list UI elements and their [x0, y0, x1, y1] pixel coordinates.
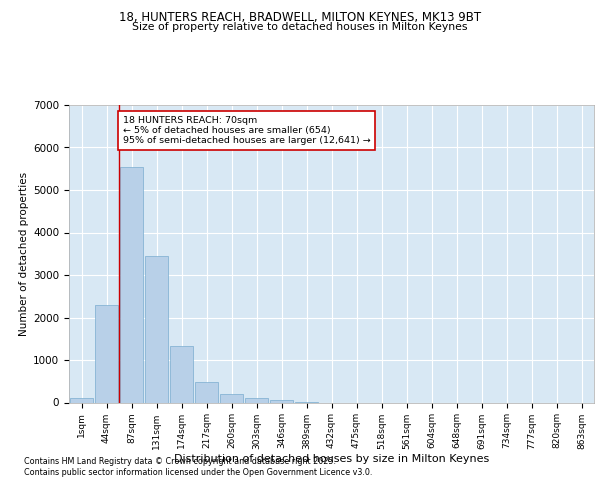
- Text: Size of property relative to detached houses in Milton Keynes: Size of property relative to detached ho…: [132, 22, 468, 32]
- Y-axis label: Number of detached properties: Number of detached properties: [19, 172, 29, 336]
- Bar: [245, 398, 268, 402]
- Bar: [95, 304, 118, 402]
- Bar: [170, 346, 193, 403]
- X-axis label: Distribution of detached houses by size in Milton Keynes: Distribution of detached houses by size …: [174, 454, 489, 464]
- Bar: [270, 400, 293, 402]
- Bar: [70, 398, 93, 402]
- Bar: [145, 256, 168, 402]
- Bar: [120, 166, 143, 402]
- Text: 18, HUNTERS REACH, BRADWELL, MILTON KEYNES, MK13 9BT: 18, HUNTERS REACH, BRADWELL, MILTON KEYN…: [119, 11, 481, 24]
- Text: Contains HM Land Registry data © Crown copyright and database right 2025.
Contai: Contains HM Land Registry data © Crown c…: [24, 458, 373, 477]
- Text: 18 HUNTERS REACH: 70sqm
← 5% of detached houses are smaller (654)
95% of semi-de: 18 HUNTERS REACH: 70sqm ← 5% of detached…: [123, 116, 371, 146]
- Bar: [195, 382, 218, 402]
- Bar: [220, 394, 243, 402]
